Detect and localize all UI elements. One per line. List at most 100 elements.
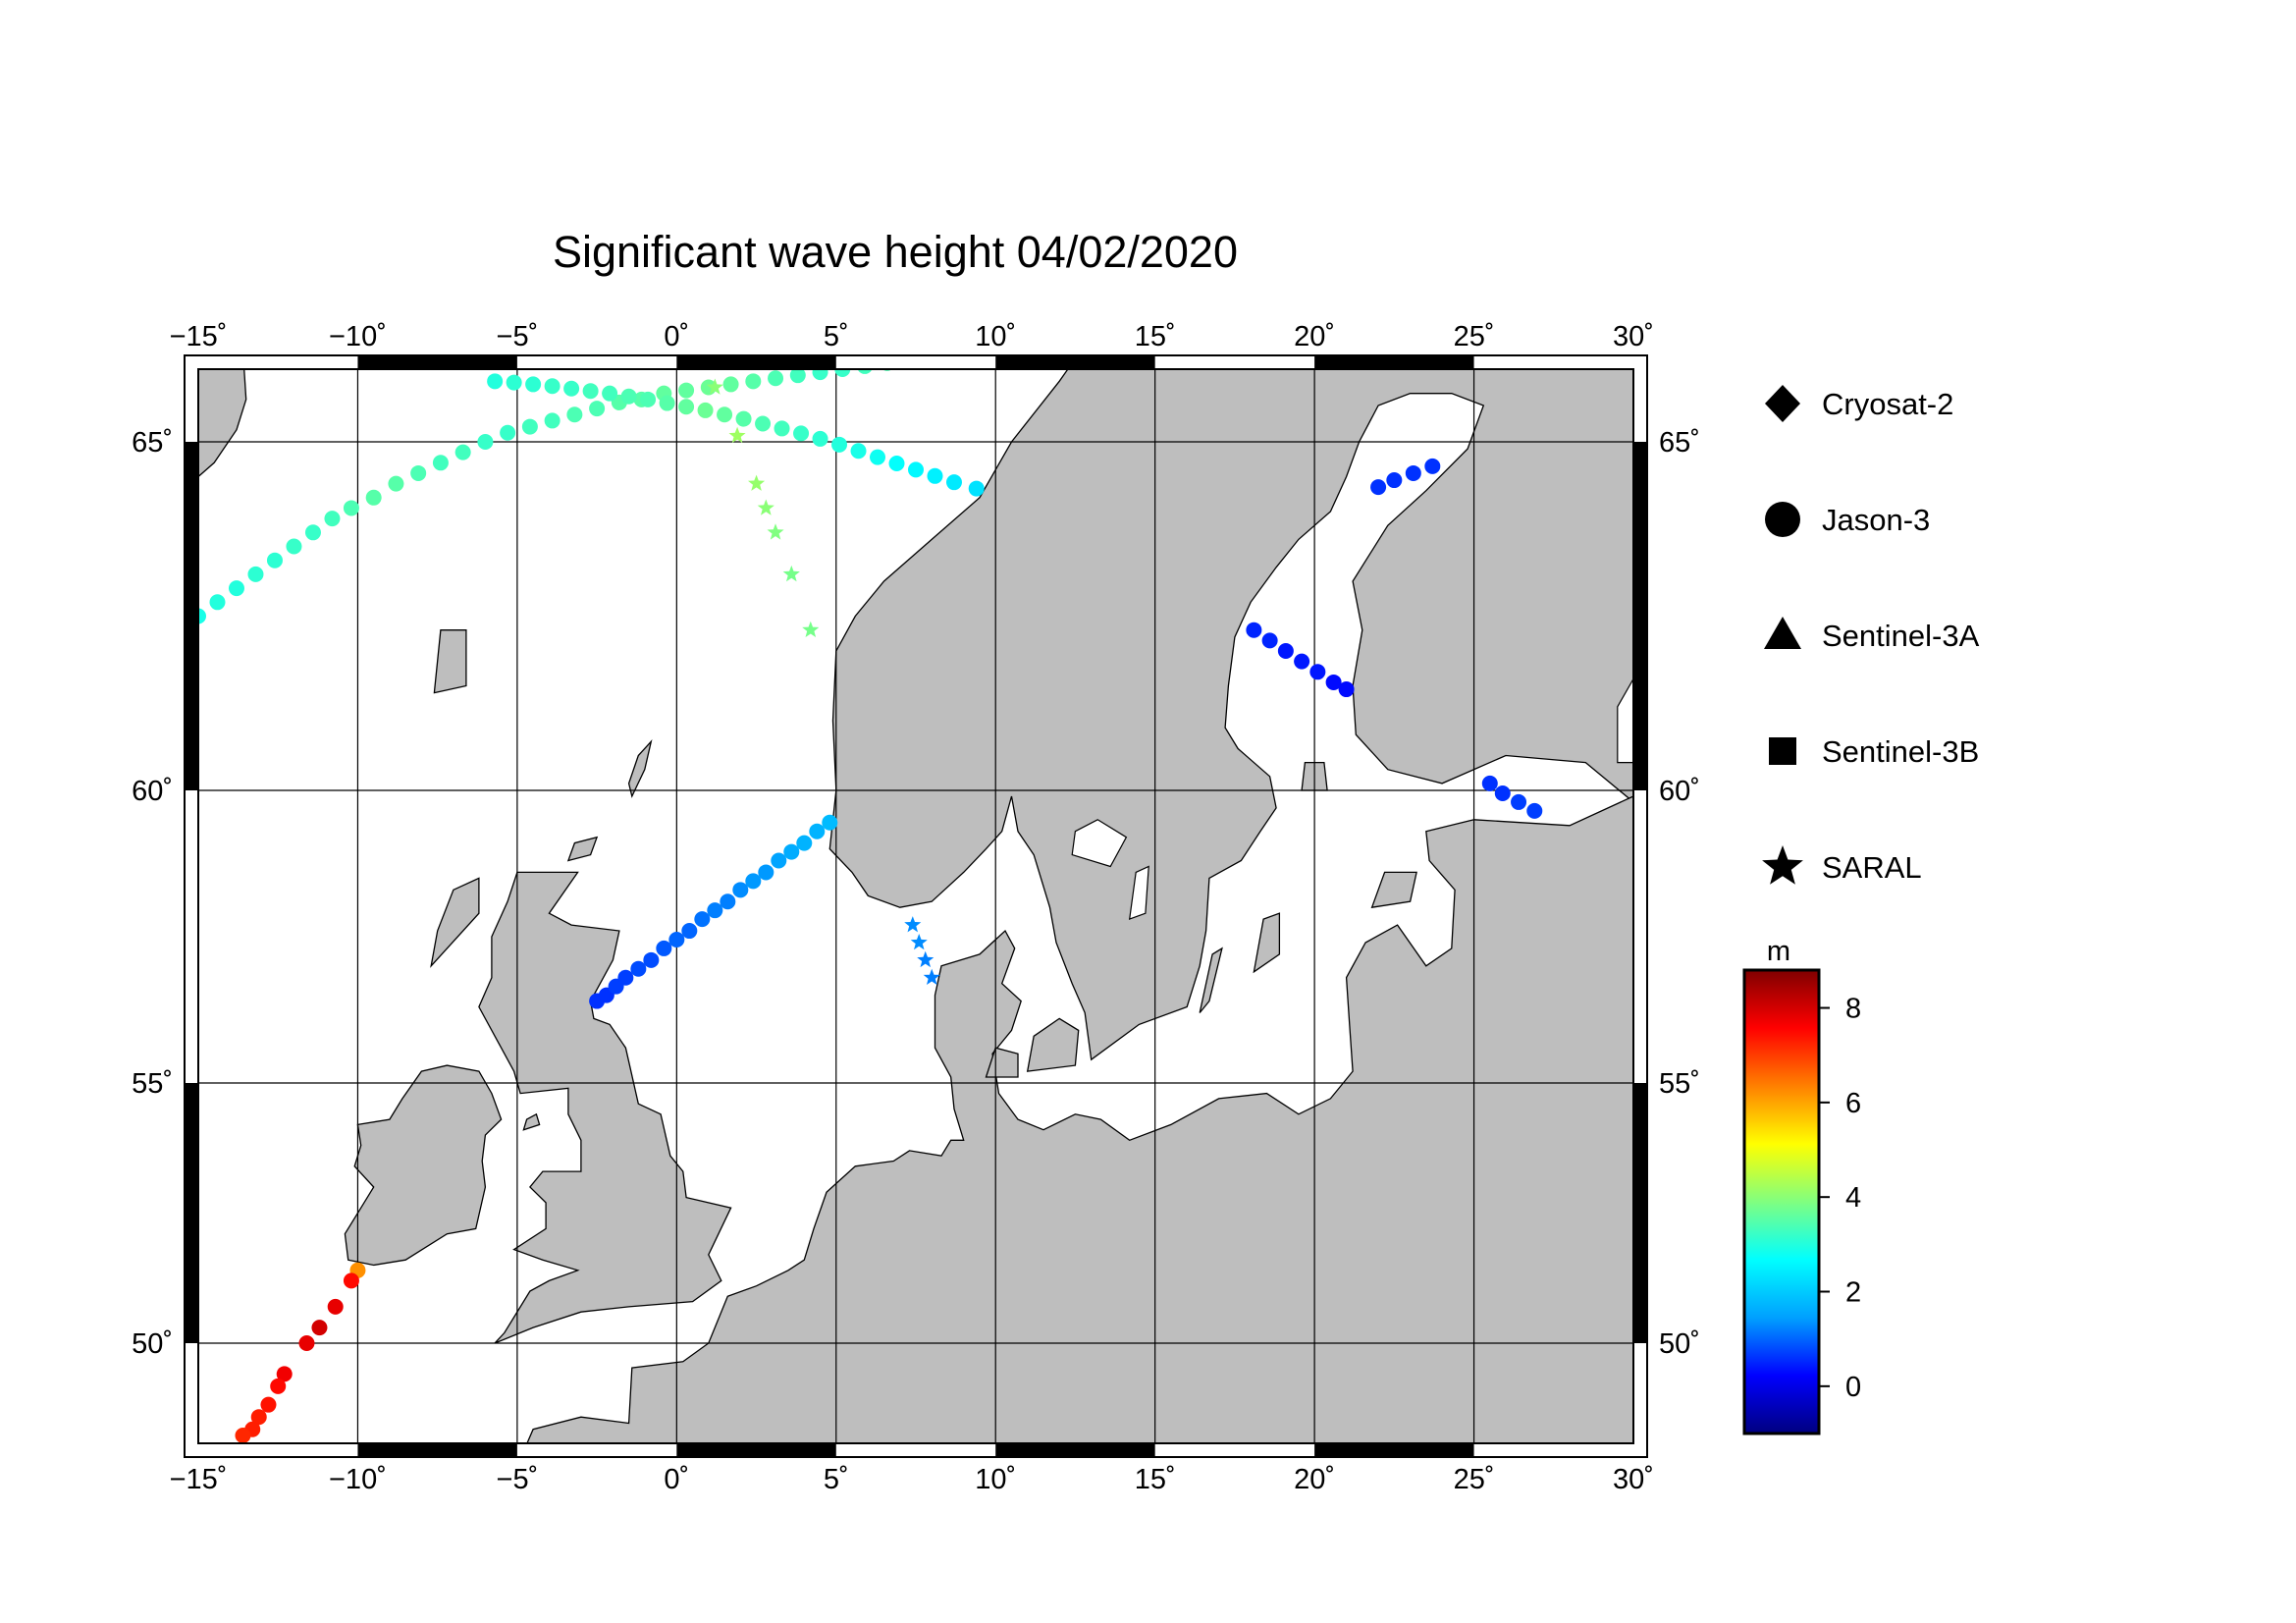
map-title: Significant wave height 04/02/2020 bbox=[553, 227, 1238, 277]
jason3-point bbox=[544, 378, 561, 395]
lon-tick-label-bottom: 0˚ bbox=[664, 1464, 689, 1495]
legend-symbol-square bbox=[1769, 737, 1796, 765]
jason3-point bbox=[774, 420, 790, 437]
land-gotland bbox=[1253, 912, 1281, 974]
jason3-point bbox=[946, 347, 962, 362]
satellite-tracks bbox=[198, 347, 1543, 1443]
jason3-point bbox=[454, 444, 471, 460]
frame-bar-right bbox=[1633, 442, 1647, 790]
jason3-point bbox=[250, 1409, 267, 1426]
lon-tick-label-bottom: 15˚ bbox=[1135, 1464, 1176, 1495]
frame-bar-top bbox=[1314, 355, 1474, 369]
jason3-point bbox=[276, 1366, 293, 1382]
axis-tick-labels: −15˚ −15˚ −10˚ −10˚ −5˚ −5˚ 0˚ 0˚ 5˚ 5˚ 10˚ 10˚ 15˚ 1… bbox=[132, 321, 1700, 1495]
colorbar-ticks: 0 2 4 6 8 bbox=[1819, 994, 1861, 1403]
jason3-point bbox=[822, 814, 838, 831]
jason3-point bbox=[888, 456, 905, 472]
land-funen bbox=[985, 1047, 1019, 1078]
lon-tick-label-top: 10˚ bbox=[975, 321, 1016, 352]
jason3-point bbox=[783, 843, 800, 860]
jason3-point bbox=[388, 475, 404, 492]
jason3-point bbox=[768, 370, 784, 387]
jason3-point bbox=[209, 594, 226, 611]
colorbar: m 0 2 4 6 8 bbox=[1742, 936, 1861, 1435]
jason3-point bbox=[834, 369, 851, 377]
jason3-point bbox=[228, 580, 244, 597]
land-scandinavia bbox=[828, 369, 1633, 1061]
jason3-point bbox=[582, 383, 599, 400]
lon-tick-label-top: 15˚ bbox=[1135, 321, 1176, 352]
jason3-point bbox=[266, 552, 283, 568]
colorbar-tick-label: 8 bbox=[1845, 994, 1861, 1025]
jason3-point bbox=[694, 911, 711, 928]
jason3-point bbox=[247, 566, 264, 582]
jason3-point bbox=[850, 443, 867, 460]
jason3-point bbox=[927, 467, 943, 484]
jason3-point bbox=[487, 373, 504, 390]
colorbar-tick-label: 2 bbox=[1845, 1277, 1861, 1309]
jason3-point bbox=[1511, 793, 1527, 810]
sea-lake-ladoga-edge bbox=[1617, 677, 1633, 764]
lat-tick-label-right: 60˚ bbox=[1659, 776, 1700, 807]
jason3-point bbox=[659, 395, 675, 411]
satellite-legend: Cryosat-2 Jason-3 Sentinel-3A Sentinel-3B SA… bbox=[1762, 385, 1980, 885]
colorbar-tick-label: 4 bbox=[1845, 1182, 1861, 1214]
land-ireland bbox=[344, 1064, 503, 1267]
legend-symbol-circle bbox=[1765, 502, 1800, 537]
saral-point bbox=[802, 621, 820, 637]
jason3-point bbox=[720, 893, 736, 910]
map-frame bbox=[184, 354, 1648, 1458]
lon-tick-label-top: −5˚ bbox=[497, 321, 539, 352]
jason3-point bbox=[831, 436, 848, 453]
jason3-point bbox=[324, 511, 341, 527]
lat-tick-label-left: 50˚ bbox=[132, 1328, 173, 1360]
jason3-point bbox=[477, 434, 494, 450]
sea-lake-vattern bbox=[1128, 865, 1149, 921]
jason3-point bbox=[745, 373, 762, 390]
lat-tick-label-right: 50˚ bbox=[1659, 1328, 1700, 1360]
lon-tick-label-top: 5˚ bbox=[824, 321, 849, 352]
lon-tick-label-bottom: 20˚ bbox=[1294, 1464, 1335, 1495]
saral-point bbox=[728, 426, 746, 444]
jason3-point bbox=[681, 923, 698, 940]
jason3-point bbox=[1294, 653, 1310, 670]
jason3-point bbox=[260, 1396, 277, 1413]
lon-tick-label-bottom: 30˚ bbox=[1613, 1464, 1654, 1495]
jason3-point bbox=[544, 412, 561, 429]
lat-tick-label-left: 60˚ bbox=[132, 776, 173, 807]
jason3-point bbox=[796, 835, 813, 851]
lon-tick-label-bottom: −10˚ bbox=[329, 1464, 387, 1495]
jason3-point bbox=[755, 415, 772, 432]
lon-tick-label-bottom: −5˚ bbox=[497, 1464, 539, 1495]
jason3-point bbox=[304, 524, 321, 541]
lat-tick-label-right: 65˚ bbox=[1659, 427, 1700, 459]
jason3-point bbox=[789, 369, 806, 384]
saral-point bbox=[706, 378, 723, 395]
legend-label: Sentinel-3A bbox=[1822, 619, 1980, 653]
frame-bar-left bbox=[185, 1083, 198, 1343]
jason3-point bbox=[270, 1378, 287, 1394]
jason3-point bbox=[1526, 802, 1543, 819]
lon-tick-label-top: −15˚ bbox=[170, 321, 228, 352]
jason3-point bbox=[563, 380, 580, 397]
land-orkney bbox=[566, 836, 599, 862]
jason3-point bbox=[735, 410, 752, 427]
lon-tick-label-top: −10˚ bbox=[329, 321, 387, 352]
frame-bar-bottom bbox=[1314, 1443, 1474, 1457]
land-zealand bbox=[1026, 1017, 1080, 1072]
lon-tick-label-top: 20˚ bbox=[1294, 321, 1335, 352]
jason3-point bbox=[500, 424, 516, 441]
frame-bar-right bbox=[1633, 1083, 1647, 1343]
land-iceland-edge bbox=[198, 369, 247, 478]
jason3-point bbox=[521, 418, 538, 435]
jason3-point bbox=[717, 406, 733, 423]
jason3-point bbox=[812, 430, 828, 447]
jason3-point bbox=[678, 382, 695, 399]
jason3-point bbox=[732, 882, 749, 898]
land-saaremaa bbox=[1370, 871, 1417, 909]
jason3-point bbox=[643, 951, 660, 968]
land-masses bbox=[198, 369, 1633, 1443]
jason3-point bbox=[640, 391, 657, 407]
jason3-point bbox=[602, 385, 618, 402]
jason3-point bbox=[525, 376, 542, 393]
